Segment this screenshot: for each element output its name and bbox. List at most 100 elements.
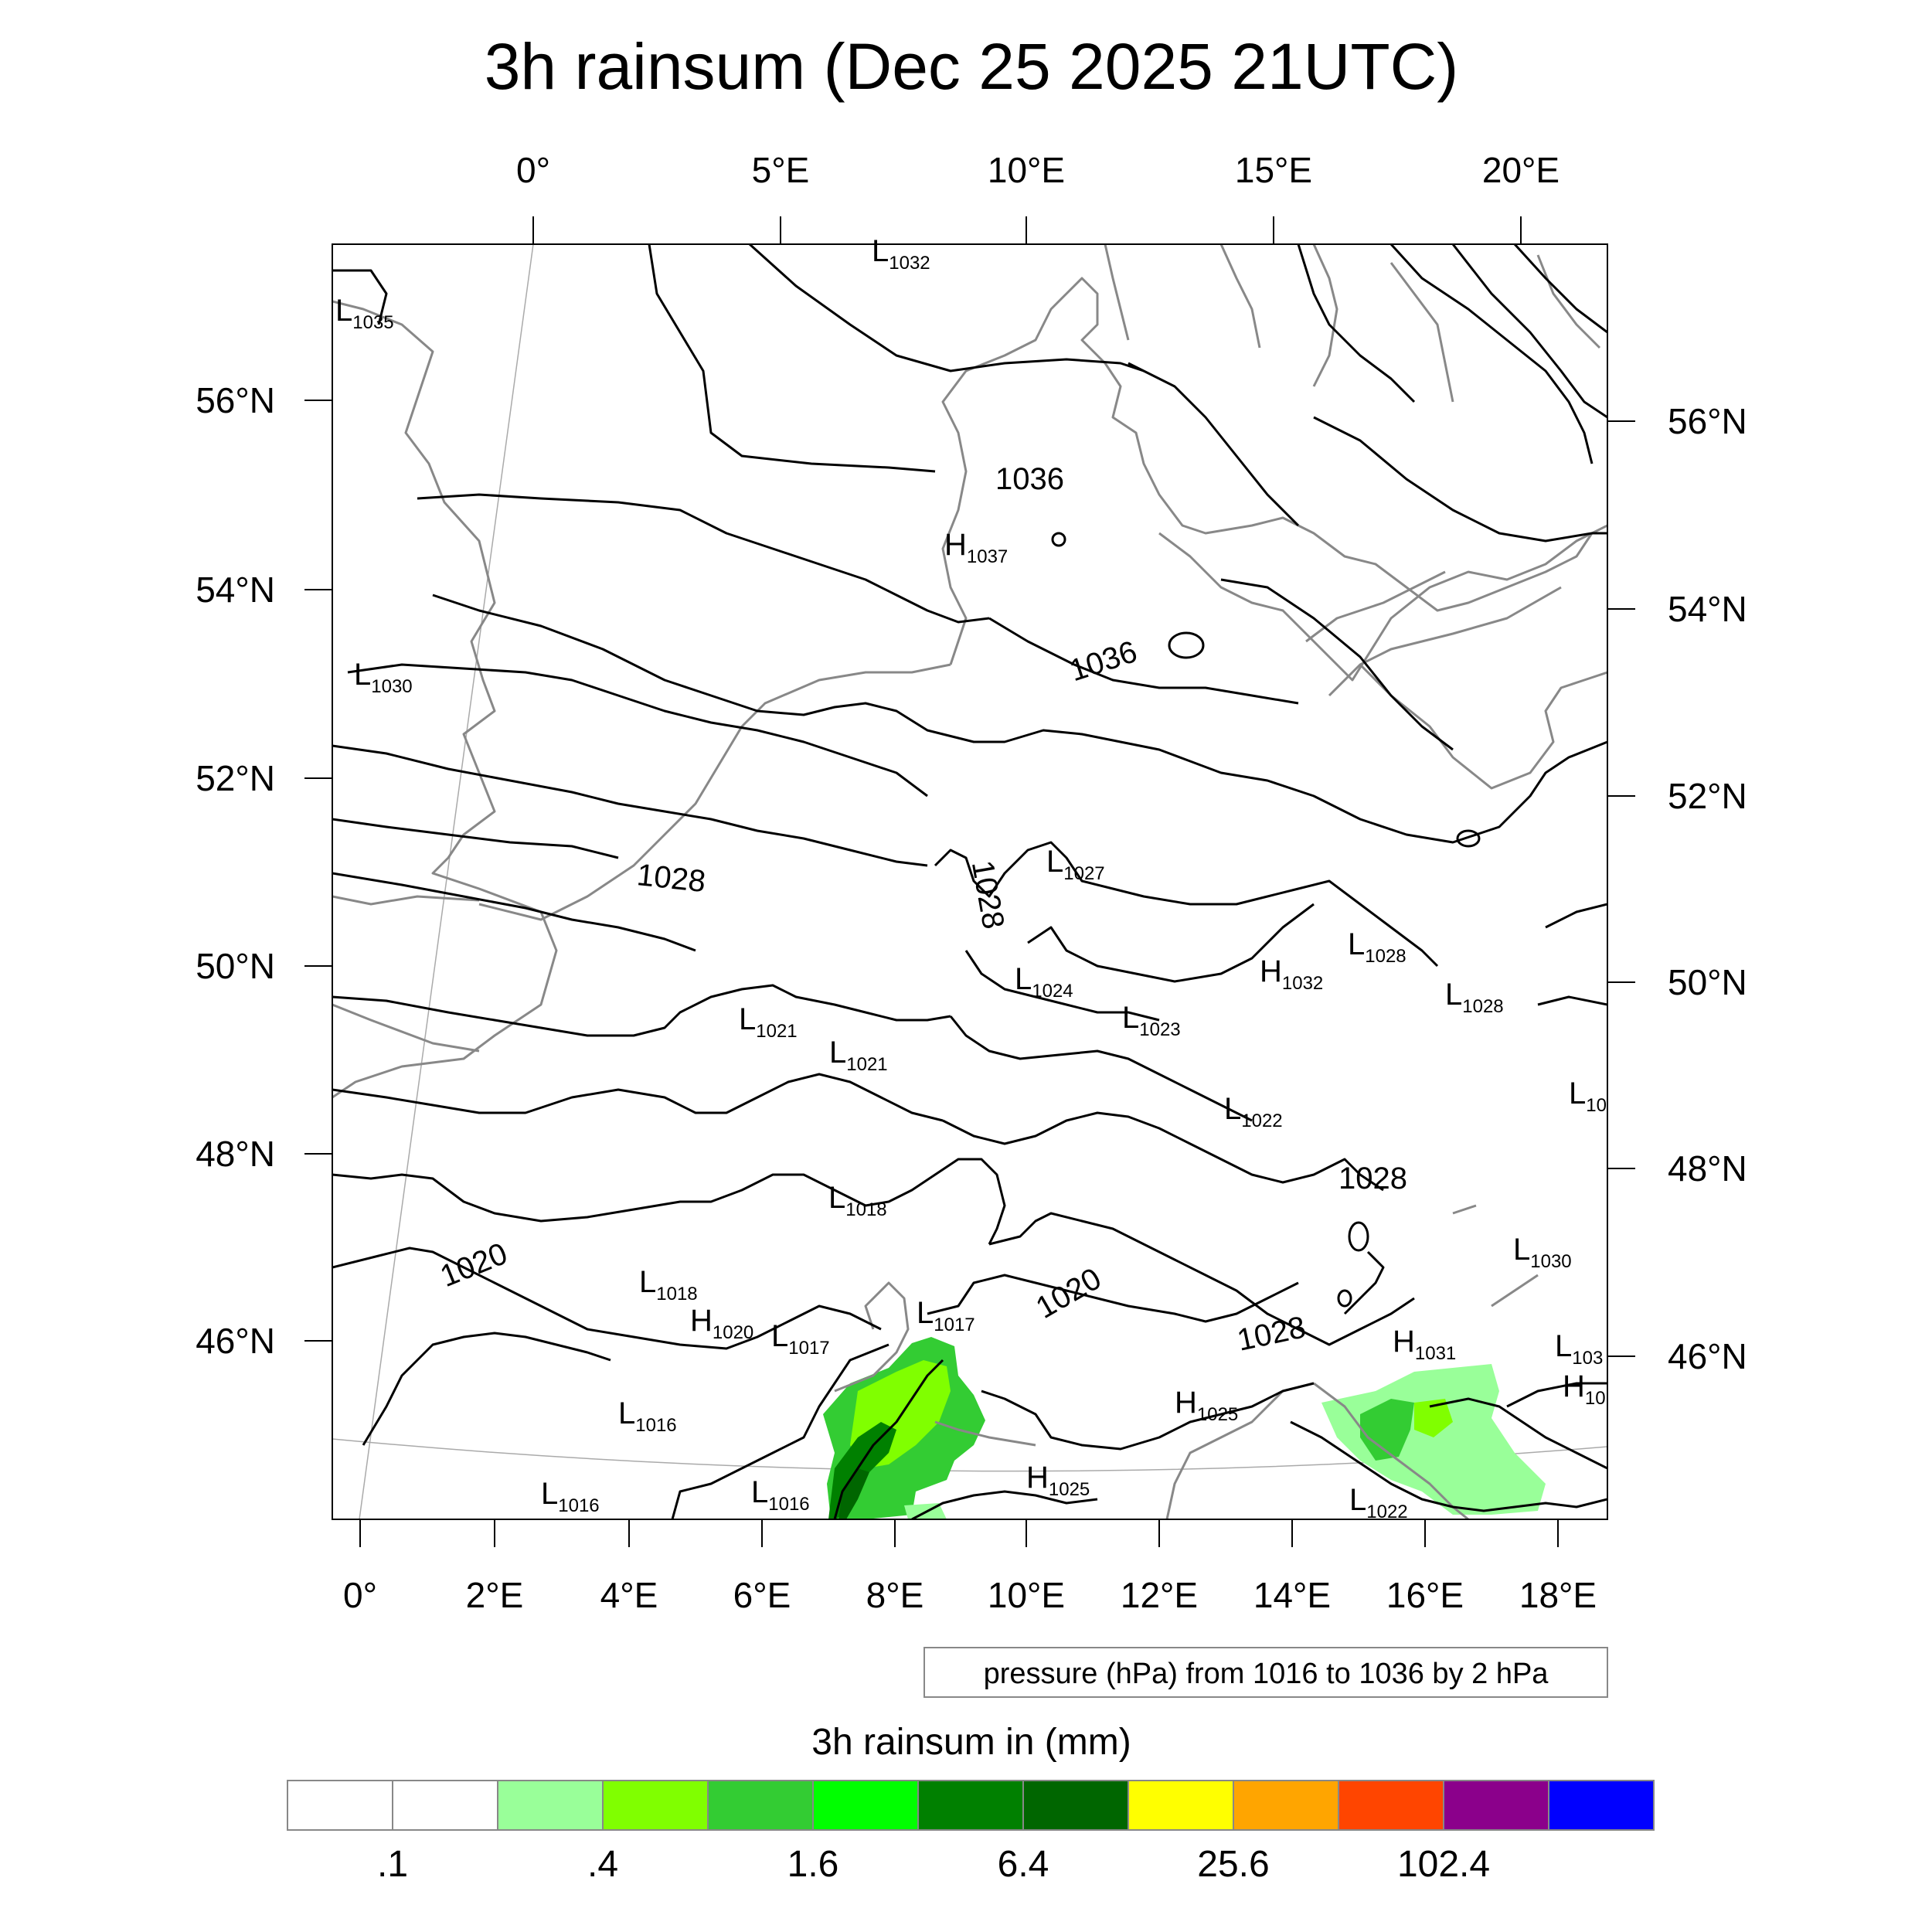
longitude-tick-label: 10°E [988, 1575, 1065, 1615]
longitude-tick-label: 6°E [733, 1575, 791, 1615]
latitude-tick-label: 54°N [1668, 589, 1747, 629]
pressure-center-label: H1032 [1260, 954, 1323, 994]
latitude-tick-label: 48°N [1668, 1148, 1747, 1189]
latitude-tick-label: 56°N [1668, 401, 1747, 441]
colorbar-swatch [1443, 1780, 1549, 1831]
colorbar-swatch [602, 1780, 709, 1831]
colorbar-label: .4 [587, 1844, 618, 1885]
colorbar-label: 6.4 [998, 1844, 1049, 1885]
pressure-center-label: H1037 [944, 528, 1008, 567]
pressure-center-label: L1016 [541, 1477, 600, 1516]
latitude-tick-label: 50°N [1668, 962, 1747, 1002]
colorbar-swatch [1338, 1780, 1444, 1831]
contour-info-box: pressure (hPa) from 1016 to 1036 by 2 hP… [923, 1647, 1608, 1698]
pressure-center-label: L1021 [829, 1036, 888, 1075]
longitude-tick-label: 15°E [1235, 150, 1312, 190]
map-frame [332, 243, 1608, 1520]
rain-area-east-lime [1414, 1399, 1453, 1437]
longitude-tick-label: 5°E [752, 150, 810, 190]
pressure-center-label: L1030 [1513, 1233, 1572, 1272]
pressure-center-label: L1024 [1015, 962, 1073, 1002]
right-latitude-labels: 56°N 54°N 52°N 50°N 48°N 46°N [1668, 401, 1747, 1376]
pressure-center-label: L1016 [618, 1396, 677, 1436]
longitude-tick-label: 16°E [1386, 1575, 1464, 1615]
longitude-tick-label: 8°E [866, 1575, 924, 1615]
pressure-center-label: H1031 [1393, 1325, 1456, 1364]
latitude-tick-label: 52°N [1668, 776, 1747, 816]
latitude-tick-label: 50°N [196, 946, 275, 986]
longitude-tick-label: 4°E [600, 1575, 658, 1615]
pressure-center-label: L1035 [335, 294, 394, 333]
colorbar: 3h rainsum in (mm) .1 .4 1.6 6.4 25.6 10… [287, 1722, 1655, 1885]
pressure-center-label: L1030 [354, 658, 413, 697]
longitude-tick-label: 10°E [988, 150, 1065, 190]
pressure-center-label: L1022 [1224, 1092, 1283, 1131]
pressure-center-labels: L1035 L1032 L1030 H1037 L1027 L1028 H103… [335, 234, 1607, 1522]
colorbar-swatch [392, 1780, 498, 1831]
isobar-label: 1028 [1338, 1162, 1407, 1196]
pressure-center-label: H1025 [1175, 1386, 1238, 1425]
colorbar-label: 1.6 [787, 1844, 839, 1885]
left-latitude-labels: 56°N 54°N 52°N 50°N 48°N 46°N [196, 380, 275, 1361]
colorbar-label: 25.6 [1197, 1844, 1269, 1885]
pressure-center-label: L1022 [1349, 1483, 1408, 1522]
colorbar-title: 3h rainsum in (mm) [811, 1722, 1131, 1763]
latitude-tick-label: 48°N [196, 1134, 275, 1174]
colorbar-swatch [1022, 1780, 1129, 1831]
map-panel: L1035 L1032 L1030 H1037 L1027 L1028 H103… [332, 234, 1608, 1522]
isobars [332, 244, 1607, 1519]
rain-area-east-medium [1360, 1399, 1414, 1461]
longitude-tick-label: 14°E [1253, 1575, 1331, 1615]
pressure-center-label: L1017 [917, 1296, 975, 1335]
longitude-tick-label: 18°E [1519, 1575, 1597, 1615]
colorbar-swatch [707, 1780, 814, 1831]
pressure-center-label: H1020 [690, 1304, 753, 1343]
longitude-tick-label: 0° [343, 1575, 377, 1615]
isobar-label: 1028 [635, 858, 707, 899]
pressure-center-label: L1021 [739, 1002, 798, 1042]
colorbar-swatch [497, 1780, 604, 1831]
colorbar-swatches [287, 1780, 1655, 1831]
colorbar-swatch [1548, 1780, 1655, 1831]
pressure-center-label: L1027 [1046, 845, 1105, 884]
colorbar-label: 102.4 [1397, 1844, 1490, 1885]
colorbar-swatch [287, 1780, 393, 1831]
latitude-tick-label: 46°N [1668, 1336, 1747, 1376]
rain-area-east-light [1321, 1364, 1546, 1515]
pressure-center-label: L1028 [1348, 927, 1406, 967]
rain-area-alps-core [838, 1468, 869, 1519]
pressure-center-label: L1032 [872, 234, 930, 274]
longitude-tick-label: 2°E [466, 1575, 524, 1615]
pressure-center-label: L103 [1555, 1329, 1603, 1369]
bottom-longitude-labels: 0° 2°E 4°E 6°E 8°E 10°E 12°E 14°E 16°E 1… [343, 1575, 1597, 1615]
pressure-center-label: L10 [1569, 1077, 1607, 1116]
latitude-tick-label: 56°N [196, 380, 275, 420]
rain-field [823, 1337, 1546, 1519]
longitude-tick-label: 20°E [1482, 150, 1560, 190]
top-longitude-labels: 0° 5°E 10°E 15°E 20°E [516, 150, 1560, 190]
axis-ticks [304, 216, 1635, 1547]
chart-title: 3h rainsum (Dec 25 2025 21UTC) [485, 30, 1459, 103]
colorbar-label: .1 [377, 1844, 408, 1885]
longitude-tick-label: 12°E [1121, 1575, 1198, 1615]
longitude-tick-label: 0° [516, 150, 550, 190]
contour-info-frame [923, 1647, 1608, 1698]
pressure-center-label: L1028 [1445, 978, 1504, 1017]
colorbar-labels: .1 .4 1.6 6.4 25.6 102.4 [377, 1844, 1490, 1885]
latitude-tick-label: 46°N [196, 1321, 275, 1361]
pressure-center-label: L1018 [828, 1181, 887, 1220]
pressure-center-label: H10 [1563, 1369, 1606, 1409]
colorbar-swatch [812, 1780, 919, 1831]
pressure-center-label: L1023 [1122, 1001, 1181, 1040]
isobar-label: 1036 [995, 462, 1064, 496]
pressure-center-label: L1018 [639, 1265, 698, 1304]
latitude-tick-label: 52°N [196, 758, 275, 798]
coastlines [332, 244, 1607, 1519]
colorbar-swatch [917, 1780, 1024, 1831]
colorbar-swatch [1233, 1780, 1339, 1831]
latitude-tick-label: 54°N [196, 570, 275, 610]
contour-info-text: pressure (hPa) from 1016 to 1036 by 2 hP… [984, 1658, 1549, 1690]
pressure-center-label: L1016 [751, 1475, 810, 1515]
colorbar-swatch [1128, 1780, 1234, 1831]
pressure-center-label: L1017 [771, 1319, 830, 1359]
